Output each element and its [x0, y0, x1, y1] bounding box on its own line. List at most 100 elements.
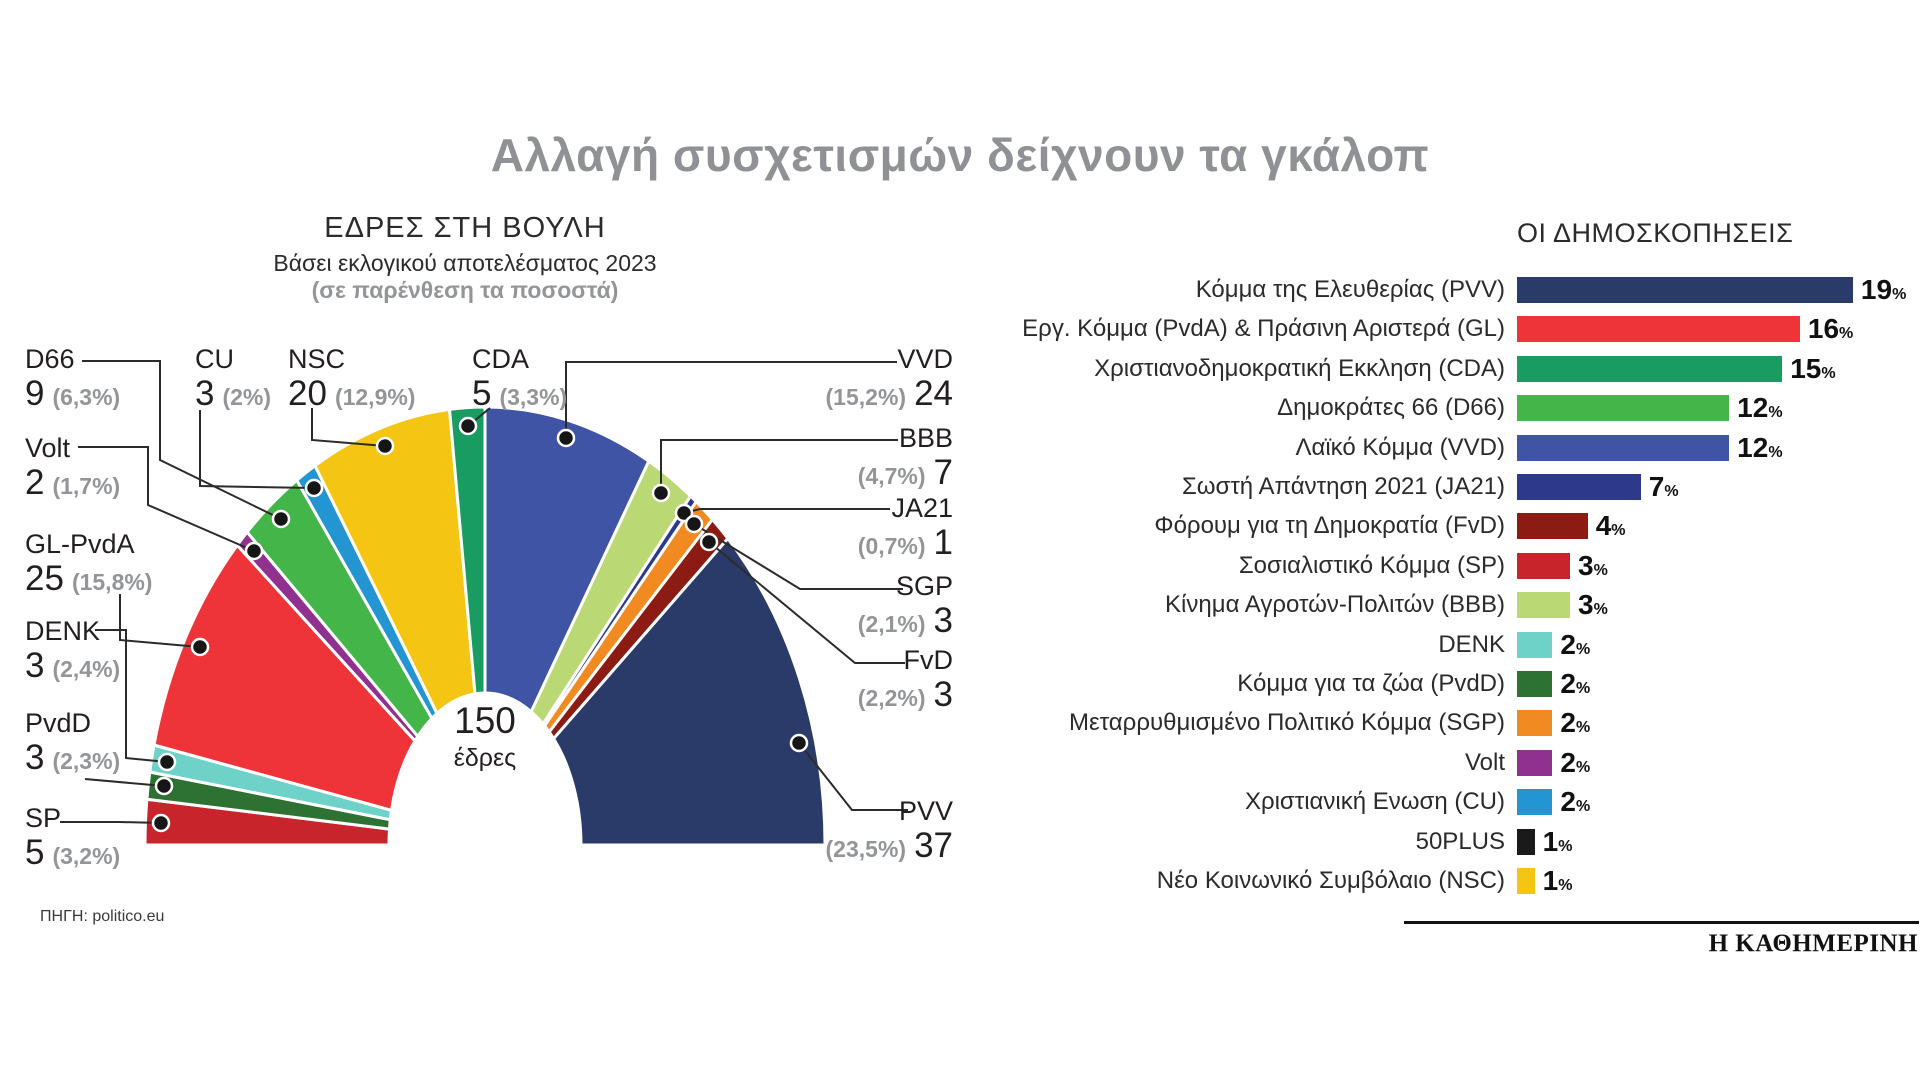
- parliament-wedge-NSC: [313, 407, 477, 715]
- party-name: GL-PvdA: [25, 529, 135, 559]
- poll-party-label: Νέο Κοινωνικό Συμβόλαιο (NSC): [1156, 867, 1505, 894]
- poll-value-number: 4: [1595, 510, 1612, 542]
- poll-party-label: Σοσιαλιστικό Κόμμα (SP): [1238, 551, 1505, 579]
- parliament-wedge-JA21: [541, 494, 698, 728]
- total-seats-value: 150: [454, 700, 516, 741]
- party-vote-share: (1,7%): [52, 473, 121, 500]
- party-vote-share: (15,2%): [825, 384, 907, 411]
- poll-row-PvdD: Κόμμα για τα ζώα (PvdD) 2%: [1000, 664, 1920, 704]
- parliament-wedge-SP: [143, 797, 391, 847]
- party-seat-count: 5: [472, 374, 492, 414]
- poll-party-label: Χριστιανοδημοκρατική Εκκληση (CDA): [1094, 354, 1505, 382]
- poll-value: 2%: [1560, 664, 1590, 704]
- leader-dot-BBB: [651, 483, 671, 503]
- poll-row-FvD: Φόρουμ για τη Δημοκρατία (FvD) 4%: [1000, 506, 1920, 546]
- party-seat-count: 7: [933, 453, 953, 493]
- poll-row-CU: Χριστιανική Ενωση (CU) 2%: [1000, 782, 1920, 822]
- poll-value-number: 2: [1560, 668, 1576, 699]
- poll-bar: [1517, 552, 1570, 579]
- poll-bar: [1517, 789, 1553, 816]
- poll-row-NSC: Νέο Κοινωνικό Συμβόλαιο (NSC) 1%: [1000, 861, 1920, 901]
- poll-bar: [1517, 631, 1553, 658]
- party-label-NSC: NSC 20 (12,9%): [288, 344, 415, 414]
- parliament-wedge-CDA: [448, 405, 487, 696]
- poll-value-unit: %: [1575, 680, 1591, 697]
- poll-party-label: Σωστή Απάντηση 2021 (JA21): [1181, 473, 1505, 500]
- poll-bar: [1517, 434, 1730, 461]
- party-vote-share: (2%): [222, 384, 272, 411]
- poll-value-number: 2: [1560, 746, 1576, 778]
- party-seat-count: 20: [288, 374, 327, 414]
- party-name: CDA: [472, 344, 530, 374]
- poll-party-label: Μεταρρυθμισμένο Πολιτικό Κόμμα (SGP): [1068, 709, 1505, 737]
- party-seats-and-share: 3 (2%): [195, 376, 271, 411]
- party-name: PvdD: [25, 708, 92, 738]
- leader-line-GL-PvdA: [119, 594, 201, 648]
- poll-value: 2%: [1560, 743, 1590, 783]
- brand-divider-line: [1404, 921, 1919, 924]
- poll-row-BBB: Κίνημα Αγροτών-Πολιτών (BBB) 3%: [1000, 585, 1920, 625]
- poll-bar: [1517, 355, 1783, 382]
- poll-value-number: 12: [1737, 431, 1769, 463]
- poll-value-unit: %: [1575, 719, 1591, 737]
- party-seats-and-share: (0,7%) 1: [858, 525, 953, 560]
- party-label-DENK: DENK 3 (2,4%): [25, 617, 120, 684]
- leader-dot-Volt: [244, 541, 264, 561]
- poll-value: 16%: [1808, 309, 1853, 349]
- parliament-wedge-D66: [245, 478, 434, 738]
- poll-bar: [1517, 710, 1553, 737]
- poll-value: 15%: [1790, 349, 1835, 389]
- poll-party-label: Λαϊκό Κόμμα (VVD): [1295, 433, 1505, 461]
- party-label-GL-PvdA: GL-PvdA 25 (15,8%): [25, 529, 152, 597]
- poll-value-unit: %: [1768, 404, 1783, 422]
- leader-dot-PVV: [789, 733, 809, 753]
- total-seats-unit: έδρες: [453, 744, 517, 772]
- poll-value: 2%: [1560, 782, 1590, 822]
- leader-dot-PvdD: [154, 776, 174, 796]
- parliament-chart-title: ΕΔΡΕΣ ΣΤΗ ΒΟΥΛΗ: [324, 212, 606, 244]
- poll-bar: [1517, 513, 1588, 540]
- poll-row-SP: Σοσιαλιστικό Κόμμα (SP) 3%: [1000, 546, 1920, 586]
- leader-dot-FvD: [699, 532, 719, 552]
- poll-value-unit: %: [1575, 798, 1591, 816]
- poll-value-number: 3: [1578, 589, 1594, 621]
- poll-party-label: Εργ. Κόμμα (PvdA) & Πράσινη Αριστερά (GL…: [1022, 315, 1505, 343]
- poll-bar: [1517, 868, 1535, 894]
- poll-value-unit: %: [1575, 640, 1591, 658]
- poll-value: 12%: [1737, 388, 1782, 428]
- parliament-wedge-PVV: [552, 537, 827, 847]
- party-vote-share: (23,5%): [825, 836, 907, 863]
- party-name: BBB: [898, 423, 953, 453]
- party-name: D66: [25, 344, 75, 374]
- poll-value-number: 2: [1560, 628, 1576, 660]
- party-seats-and-share: 2 (1,7%): [25, 465, 120, 500]
- poll-party-label: Φόρουμ για τη Δημοκρατία (FvD): [1154, 512, 1505, 540]
- party-seat-count: 3: [25, 738, 45, 778]
- party-label-BBB: BBB (4,7%) 7: [857, 423, 953, 493]
- party-label-VVD: VVD (15,2%) 24: [825, 345, 953, 412]
- poll-value: 7%: [1649, 467, 1679, 507]
- leader-dot-NSC: [375, 436, 395, 456]
- poll-value: 1%: [1543, 822, 1573, 862]
- poll-value-number: 1: [1542, 865, 1559, 896]
- party-name: NSC: [288, 344, 346, 374]
- leader-line-CU: [199, 410, 315, 489]
- party-seats-and-share: 3 (2,3%): [25, 740, 120, 775]
- party-vote-share: (4,7%): [857, 463, 926, 490]
- party-seats-and-share: (2,1%) 3: [858, 603, 953, 638]
- parliament-chart-note: (σε παρένθεση τα ποσοστά): [311, 277, 619, 303]
- source-credit: ΠΗΓΗ: politico.eu: [40, 908, 165, 925]
- poll-value-unit: %: [1593, 601, 1608, 619]
- party-seat-count: 5: [25, 833, 45, 873]
- poll-bar: [1517, 277, 1853, 303]
- party-label-D66: D66 9 (6,3%): [25, 344, 120, 412]
- poll-value: 3%: [1578, 546, 1608, 586]
- poll-value: 2%: [1560, 703, 1590, 743]
- party-seats-and-share: 5 (3,3%): [472, 376, 567, 411]
- poll-row-PVV: Κόμμα της Ελευθερίας (PVV) 19%: [1000, 270, 1920, 310]
- leader-dot-CU: [304, 478, 324, 498]
- parliament-chart-subtitle: Βάσει εκλογικού αποτελέσματος 2023: [273, 250, 657, 276]
- poll-bar: [1517, 316, 1800, 343]
- party-name: FvD: [903, 645, 954, 675]
- poll-value-unit: %: [1558, 837, 1573, 855]
